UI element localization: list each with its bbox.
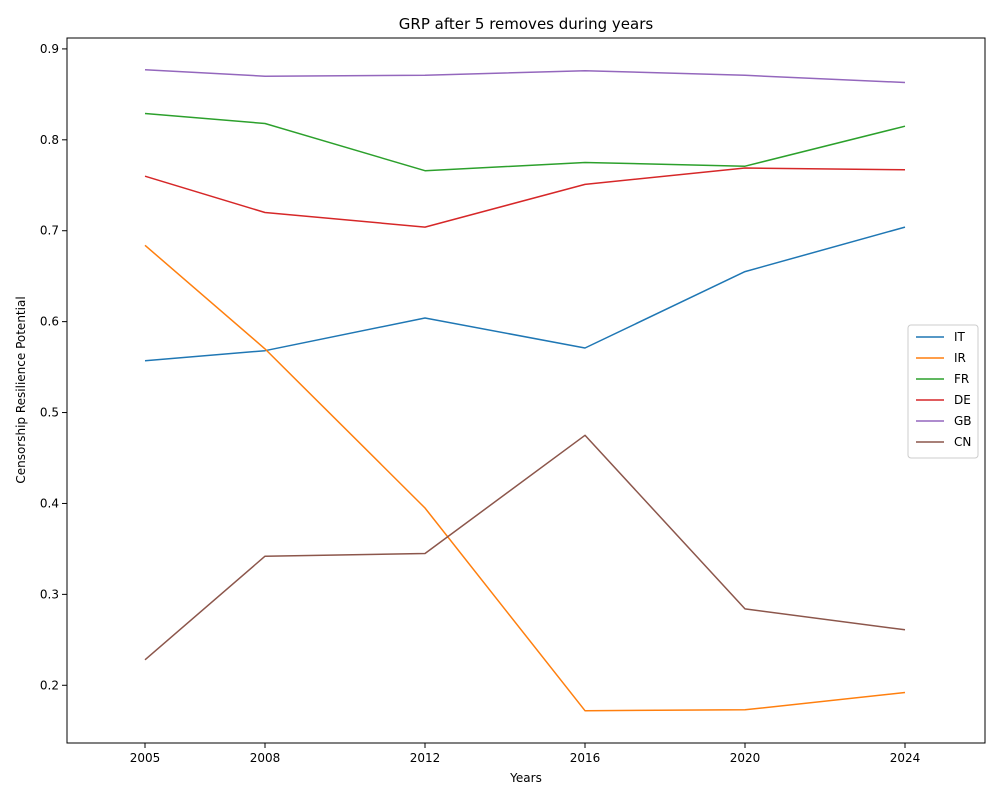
x-axis-ticks: 2005 2008 2012 2016 2020 2024 bbox=[130, 743, 921, 765]
x-tick-label: 2016 bbox=[570, 751, 601, 765]
y-tick-label: 0.4 bbox=[40, 496, 59, 510]
series-line-cn bbox=[144, 434, 906, 661]
x-axis-label: Years bbox=[509, 771, 542, 785]
series-line-fr bbox=[144, 112, 906, 172]
legend-label: GB bbox=[954, 414, 972, 428]
series-line-ir bbox=[144, 244, 906, 712]
legend-label: IR bbox=[954, 351, 966, 365]
x-tick-label: 2008 bbox=[250, 751, 281, 765]
series-line-it bbox=[144, 226, 906, 362]
legend: IT IR FR DE GB CN bbox=[907, 324, 979, 459]
plot-frame bbox=[66, 37, 986, 744]
y-tick-label: 0.3 bbox=[40, 587, 59, 601]
y-tick-label: 0.6 bbox=[40, 315, 59, 329]
y-axis-label: Censorship Resilience Potential bbox=[14, 296, 28, 483]
y-tick-label: 0.7 bbox=[40, 224, 59, 238]
legend-label: IT bbox=[954, 330, 966, 344]
legend-label: DE bbox=[954, 393, 971, 407]
legend-label: CN bbox=[954, 435, 971, 449]
x-tick-label: 2005 bbox=[130, 751, 161, 765]
y-tick-label: 0.8 bbox=[40, 133, 59, 147]
legend-label: FR bbox=[954, 372, 969, 386]
plot-area bbox=[144, 69, 906, 712]
x-tick-label: 2020 bbox=[730, 751, 761, 765]
y-axis-ticks: 0.2 0.3 0.4 0.5 0.6 0.7 0.8 0.9 bbox=[40, 42, 67, 692]
series-line-gb bbox=[144, 69, 906, 84]
chart-title: GRP after 5 removes during years bbox=[399, 15, 654, 33]
y-tick-label: 0.2 bbox=[40, 678, 59, 692]
x-tick-label: 2024 bbox=[890, 751, 921, 765]
x-tick-label: 2012 bbox=[410, 751, 441, 765]
y-tick-label: 0.9 bbox=[40, 42, 59, 56]
series-line-de bbox=[144, 167, 906, 228]
y-tick-label: 0.5 bbox=[40, 406, 59, 420]
